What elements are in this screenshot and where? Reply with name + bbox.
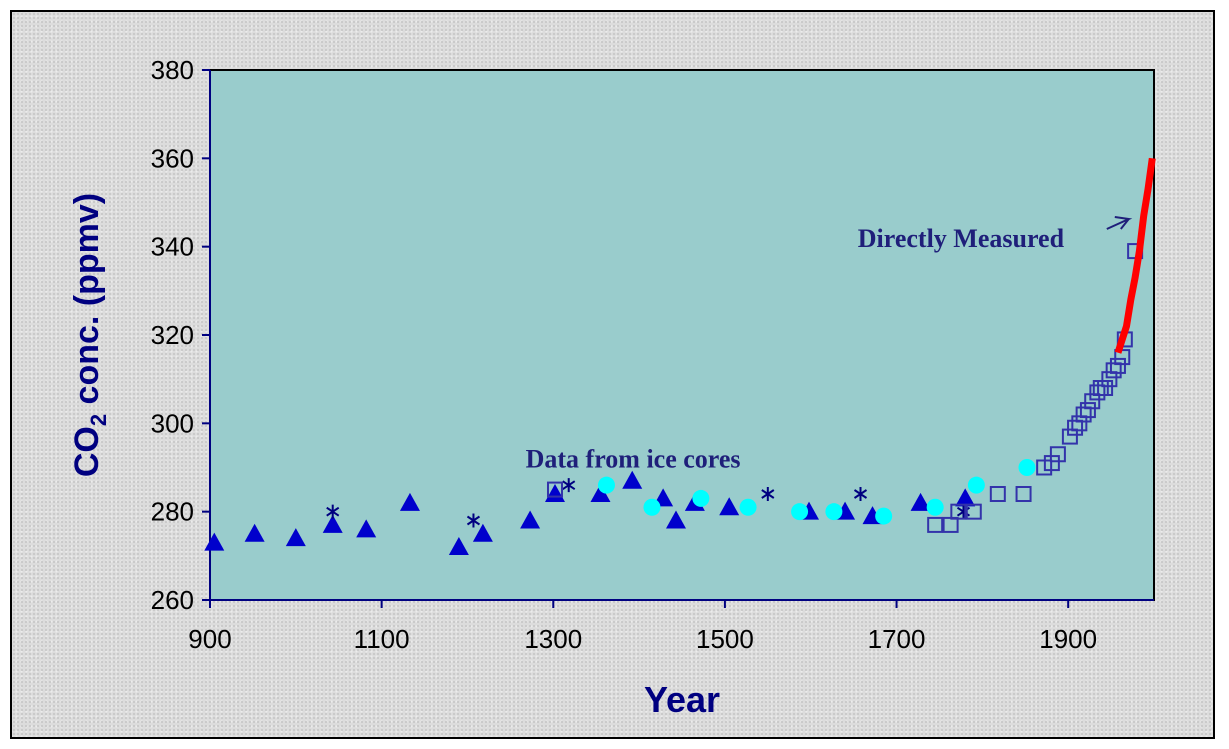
triangle-point: [244, 523, 265, 542]
square-point: [965, 503, 982, 520]
triangle-point: [356, 519, 377, 538]
triangle-point: [955, 488, 976, 507]
y-tick-label: 360: [151, 143, 194, 173]
asterisk-point: [466, 513, 481, 528]
x-tick-label: 1900: [1039, 624, 1097, 654]
circle-point: [926, 498, 944, 516]
y-tick-label: 260: [151, 585, 194, 615]
tick-labels: 900 1100 1300 1500 1700 1900 260 280 300 320 340 36…: [151, 55, 1097, 654]
x-axis-title: Year: [644, 679, 720, 720]
square-point: [1109, 357, 1126, 374]
y-axis-title-main: CO: [68, 426, 106, 477]
square-point: [1101, 371, 1118, 388]
triangle-point: [399, 492, 420, 511]
y-tick-label: 340: [151, 232, 194, 262]
ticks: [202, 69, 1070, 608]
x-tick-label: 1100: [354, 624, 410, 654]
triangle-point: [472, 523, 493, 542]
circle-point: [739, 498, 757, 516]
square-point: [1071, 415, 1088, 432]
y-axis-title-rest: conc. (ppmv): [68, 193, 106, 414]
y-tick-label: 380: [151, 55, 194, 85]
x-tick-label: 1300: [524, 624, 582, 654]
square-point: [546, 481, 563, 498]
y-tick-label: 300: [151, 408, 194, 438]
plot-area: [209, 69, 1155, 601]
asterisk-point: [326, 504, 340, 519]
square-point: [1097, 380, 1114, 396]
triangle-point: [590, 484, 611, 502]
circle-point: [597, 476, 615, 494]
measured-series-line: [1114, 157, 1156, 354]
circle-point: [1018, 459, 1036, 476]
triangle-point: [322, 514, 343, 533]
square-point: [1105, 362, 1122, 379]
x-tick-label: 900: [188, 624, 231, 654]
square-point: [1015, 486, 1032, 502]
circle-point: [825, 503, 843, 521]
circle-point: [967, 476, 985, 494]
annotation-arrow-icon: [1106, 216, 1133, 230]
triangle-point: [285, 528, 306, 547]
co2-chart: 900 1100 1300 1500 1700 1900 260 280 300 320 340 36…: [68, 55, 1156, 720]
triangle-point: [520, 510, 541, 529]
triangle-point: [719, 497, 740, 516]
circle-point: [692, 489, 710, 507]
circle-point: [875, 507, 893, 525]
annotation-directly-measured: Directly Measured: [858, 224, 1065, 253]
triangle-point: [910, 492, 931, 511]
triangle-point: [665, 510, 686, 529]
square-point: [1061, 428, 1078, 445]
triangle-point: [204, 532, 225, 551]
circle-point: [643, 498, 661, 516]
y-axis-title: CO2 conc. (ppmv): [68, 193, 111, 477]
asterisk-point: [761, 487, 775, 501]
x-tick-label: 1700: [868, 624, 926, 654]
square-point: [989, 486, 1006, 502]
triangle-point: [622, 470, 643, 489]
circle-point: [791, 503, 809, 521]
y-tick-label: 320: [151, 320, 194, 350]
square-point: [1049, 446, 1066, 463]
y-tick-label: 280: [151, 497, 194, 527]
square-point: [927, 516, 944, 533]
square-point: [950, 503, 967, 520]
chart-frame: 900 1100 1300 1500 1700 1900 260 280 300 320 340 36…: [10, 10, 1215, 739]
square-point: [1067, 419, 1084, 436]
annotation-ice-cores: Data from ice cores: [526, 445, 741, 474]
square-point: [1084, 393, 1101, 410]
square-point: [1075, 406, 1092, 423]
x-tick-label: 1500: [696, 624, 754, 654]
annotations: Directly Measured Data from ice cores: [526, 216, 1133, 474]
square-point: [1079, 402, 1096, 419]
asterisk-point: [853, 487, 868, 501]
y-axis-title-subscript: 2: [86, 414, 111, 426]
asterisk-point: [562, 478, 576, 493]
triangle-point: [448, 537, 469, 555]
data-marks: [204, 157, 1156, 555]
